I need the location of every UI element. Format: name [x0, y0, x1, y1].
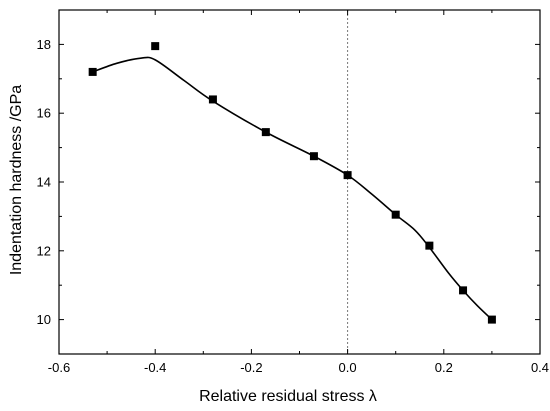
data-point-marker [261, 128, 270, 137]
data-point-marker [343, 171, 352, 180]
y-tick-label: 16 [37, 106, 51, 121]
y-tick-label: 14 [37, 175, 51, 190]
y-tick-label: 18 [37, 37, 51, 52]
x-tick-label: -0.6 [48, 360, 70, 375]
x-axis-title: Relative residual stress λ [199, 388, 377, 405]
x-tick-label: 0.4 [531, 360, 549, 375]
y-tick-label: 10 [37, 312, 51, 327]
x-tick-label: -0.2 [240, 360, 262, 375]
data-point-marker [391, 210, 400, 219]
data-point-marker [425, 241, 434, 250]
data-point-marker [309, 152, 318, 161]
data-point-marker [459, 286, 468, 295]
data-point-marker [151, 42, 160, 51]
data-point-marker [88, 67, 97, 76]
x-tick-label: -0.4 [144, 360, 166, 375]
plot-frame [58, 9, 541, 355]
y-axis-title: Indentation hardness /GPa [8, 85, 25, 275]
data-point-marker [487, 315, 496, 324]
data-point-marker [208, 95, 217, 104]
y-tick-label: 12 [37, 243, 51, 258]
fit-curve-line [92, 56, 493, 321]
x-tick-label: 0.0 [339, 360, 357, 375]
x-tick-label: 0.2 [435, 360, 453, 375]
